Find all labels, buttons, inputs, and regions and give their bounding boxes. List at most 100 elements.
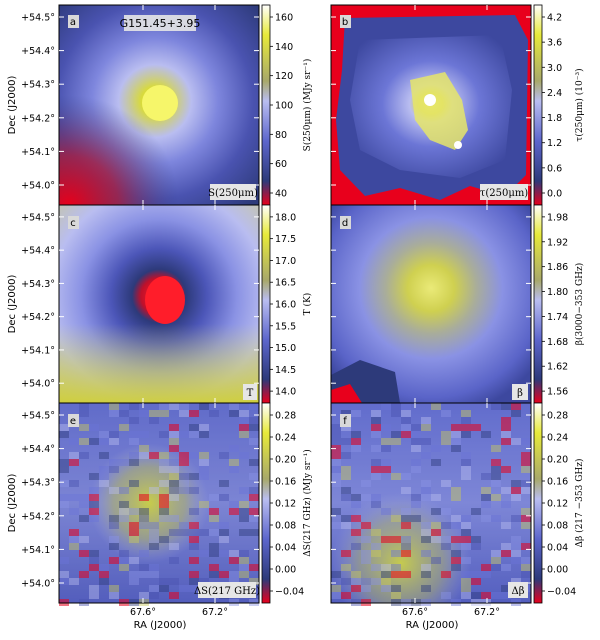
dec-tick-label: +54.1° [21, 147, 55, 158]
pixel-block [159, 452, 169, 459]
pixel-block [341, 578, 351, 585]
dec-axis-label-bottom: Dec (J2000) [7, 474, 18, 533]
pixel-block [461, 592, 471, 599]
pixel-block [229, 445, 239, 452]
pixel-block [239, 417, 249, 424]
dec-tick-label: +54.0° [21, 579, 55, 590]
colorbar-tick-label: 0.28 [547, 411, 568, 422]
dec-tick-label: +54.4° [21, 46, 55, 57]
pixel-block [461, 522, 471, 529]
dec-tick-label: +54.2° [21, 511, 55, 522]
pixel-block [441, 508, 451, 515]
pixel-block [149, 410, 159, 417]
pixel-block [189, 557, 199, 564]
pixel-block [431, 529, 441, 536]
pixel-block [411, 431, 421, 438]
pixel-block [239, 410, 249, 417]
pixel-block [199, 578, 209, 585]
pixel-block [139, 494, 149, 501]
pixel-block [179, 480, 189, 487]
pixel-block [249, 438, 259, 445]
pixel-block [501, 466, 511, 473]
colorbar-tick-label: 100 [275, 101, 293, 112]
pixel-block [481, 564, 491, 571]
colorbar-label-b: τ(250μm) (10⁻³) [574, 68, 585, 141]
pixel-block [129, 459, 139, 466]
pixel-block [229, 571, 239, 578]
pixel-block [341, 473, 351, 480]
colorbar-tick-label: 0.12 [275, 499, 296, 510]
pixel-block [371, 529, 381, 536]
pixel-block [341, 550, 351, 557]
pixel-block [129, 522, 139, 529]
pixel-block [159, 578, 169, 585]
pixel-block [421, 487, 431, 494]
pixel-block [109, 557, 119, 564]
pixel-block [491, 494, 501, 501]
pixel-block [411, 515, 421, 522]
pixel-block [169, 592, 179, 599]
pixel-block [401, 522, 411, 529]
pixel-block [371, 473, 381, 480]
pixel-block [361, 550, 371, 557]
pixel-block [219, 480, 229, 487]
pixel-block [89, 557, 99, 564]
pixel-block [521, 557, 531, 564]
pixel-block [411, 501, 421, 508]
pixel-block [179, 410, 189, 417]
pixel-block [411, 494, 421, 501]
pixel-block [139, 410, 149, 417]
colorbar-tick-label: 0.04 [547, 543, 568, 554]
pixel-block [89, 508, 99, 515]
pixel-block [219, 536, 229, 543]
pixel-block [501, 564, 511, 571]
pixel-block [139, 571, 149, 578]
colorbar-tick-label: 140 [275, 42, 293, 53]
pixel-block [351, 515, 361, 522]
colorbar-tick-label: 1.86 [547, 262, 568, 273]
pixel-block [451, 424, 461, 431]
corner-label-a: S(250μm) [208, 188, 258, 199]
pixel-block [239, 487, 249, 494]
pixel-block [521, 480, 531, 487]
pixel-block [511, 438, 521, 445]
pixel-block [79, 452, 89, 459]
pixel-block [351, 410, 361, 417]
pixel-block [249, 403, 259, 410]
pixel-block [461, 515, 471, 522]
pixel-block [169, 431, 179, 438]
pixel-block [381, 424, 391, 431]
pixel-block [451, 522, 461, 529]
pixel-block [189, 487, 199, 494]
pixel-block [99, 431, 109, 438]
pixel-block [401, 536, 411, 543]
source-label-box: G151.45+3.95 [120, 15, 200, 31]
panel-letter-b: b [342, 17, 348, 28]
pixel-block [159, 515, 169, 522]
pixel-block [481, 431, 491, 438]
pixel-block [159, 410, 169, 417]
pixel-block [59, 466, 69, 473]
pixel-block [351, 578, 361, 585]
pixel-block [401, 543, 411, 550]
pixel-block [521, 564, 531, 571]
pixel-block [331, 585, 341, 592]
pixel-block [521, 438, 531, 445]
pixel-block [109, 431, 119, 438]
pixel-block [351, 438, 361, 445]
pixel-block [361, 536, 371, 543]
pixel-block [129, 403, 139, 410]
pixel-block [411, 424, 421, 431]
colorbar-tick-label: 1.56 [547, 387, 568, 398]
pixel-block [109, 410, 119, 417]
panel-letters: a b c d e f [68, 15, 351, 427]
pixel-block [219, 452, 229, 459]
pixel-block [491, 557, 501, 564]
pixel-block [139, 592, 149, 599]
pixel-block [119, 550, 129, 557]
panel-letter-a: a [70, 17, 76, 28]
pixel-block [471, 571, 481, 578]
pixel-block [381, 578, 391, 585]
pixel-block [119, 487, 129, 494]
colorbar-tick-label: 1.92 [547, 237, 568, 248]
